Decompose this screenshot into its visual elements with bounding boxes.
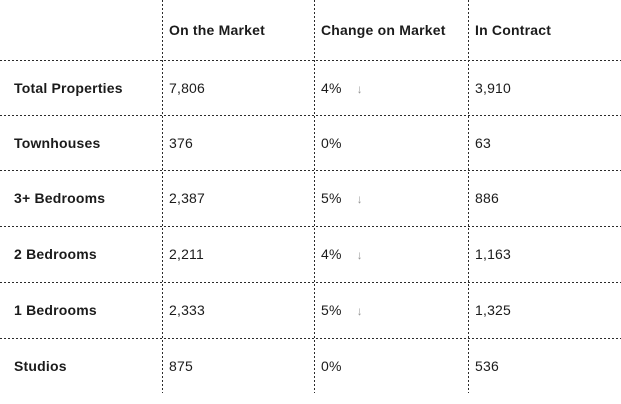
in-contract-value: 536 [468,338,621,393]
cell-value: 0% [321,357,342,374]
cell-value: 5% [321,302,342,318]
row-divider [0,226,621,227]
in-contract-value: 3,910 [468,60,621,115]
row-label-2-bedrooms: 2 Bedrooms [14,246,97,262]
cell-value: 0% [321,134,342,151]
cell-value: 2,211 [169,246,204,262]
cell-value: 7,806 [169,79,206,96]
column-header-on-the-market: On the Market [169,22,265,38]
cell-value: 886 [475,190,499,206]
cell-value: 4% [321,246,342,262]
cell-value: 1,163 [475,246,512,262]
down-arrow-icon: ↓ [356,192,363,206]
change-value: 4% ↓ [314,226,468,282]
row-divider [0,60,621,61]
row-divider [0,115,621,116]
on-market-value: 2,387 [162,170,314,226]
in-contract-value: 1,163 [468,226,621,282]
change-value: 5% ↓ [314,282,468,338]
on-market-value: 376 [162,115,314,170]
change-value: 5% ↓ [314,170,468,226]
column-header-in-contract: In Contract [475,22,552,38]
cell-value: 2,333 [169,302,206,318]
in-contract-value: 886 [468,170,621,226]
header-empty-cell [0,0,162,60]
cell-value: 3,910 [475,79,512,96]
on-market-value: 875 [162,338,314,393]
row-label-studios: Studios [14,357,67,374]
cell-value: 5% [321,190,342,206]
change-value: 0% [314,338,468,393]
row-label-total-properties: Total Properties [14,79,123,96]
row-label-1-bedrooms: 1 Bedrooms [14,302,97,318]
row-divider [0,282,621,283]
row-divider [0,170,621,171]
cell-value: 875 [169,357,193,374]
row-divider [0,338,621,339]
cell-value: 63 [475,134,491,151]
cell-value: 536 [475,357,499,374]
cell-value: 2,387 [169,190,206,206]
down-arrow-icon: ↓ [356,248,363,262]
change-value: 4% ↓ [314,60,468,115]
in-contract-value: 63 [468,115,621,170]
cell-value: 4% [321,79,342,96]
down-arrow-icon: ↓ [356,81,363,96]
in-contract-value: 1,325 [468,282,621,338]
on-market-value: 7,806 [162,60,314,115]
row-label-3plus-bedrooms: 3+ Bedrooms [14,190,106,206]
on-market-value: 2,211 [162,226,314,282]
cell-value: 1,325 [475,302,512,318]
column-header-change-on-market: Change on Market [321,22,446,38]
column-divider [468,0,469,393]
cell-value: 376 [169,134,193,151]
on-market-value: 2,333 [162,282,314,338]
row-label-townhouses: Townhouses [14,134,101,151]
down-arrow-icon: ↓ [356,304,363,318]
column-divider [162,0,163,393]
change-value: 0% [314,115,468,170]
table-grid: On the Market Change on Market In Contra… [0,0,621,393]
column-divider [314,0,315,393]
